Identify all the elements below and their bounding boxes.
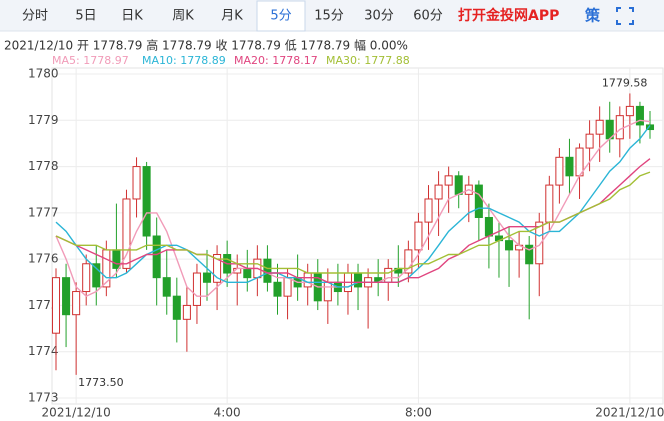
candle-body: [454, 175, 463, 195]
extreme-label: 1773.50: [78, 376, 124, 389]
candle-body: [474, 184, 483, 218]
tab[interactable]: 5日: [75, 9, 96, 24]
candle-body: [303, 272, 312, 288]
info-line: 2021/12/10 开 1778.79 高 1778.79 收 1778.79…: [4, 38, 408, 53]
legend-entry: MA20: 1778.17: [234, 54, 318, 67]
tab-selected-bg: [256, 0, 306, 32]
candle-body: [645, 124, 655, 131]
candle-body: [172, 295, 181, 320]
candle-body: [434, 184, 443, 200]
candle-body: [354, 272, 363, 288]
candle-body: [92, 263, 101, 288]
candle-body: [635, 105, 644, 126]
candle-body: [273, 281, 282, 297]
toolbar: [0, 0, 664, 31]
x-tick-label: 8:00: [405, 406, 432, 420]
extreme-label: 1779.58: [602, 76, 648, 89]
candle-body: [404, 249, 413, 274]
candle-body: [112, 249, 121, 269]
candle-body: [323, 281, 332, 302]
y-tick-label: 1773: [28, 391, 59, 405]
x-tick-label: 2021/12/10: [42, 406, 111, 420]
candle-body: [132, 166, 141, 200]
candle-body: [72, 291, 81, 316]
tab[interactable]: 分时: [22, 9, 48, 24]
y-tick-label: 1777: [28, 205, 59, 219]
candle-body: [595, 119, 604, 135]
y-tick-label: 1779: [28, 113, 59, 127]
candle-body: [484, 216, 493, 237]
candle-body: [182, 304, 191, 320]
candle-body: [82, 263, 91, 293]
ma-line: [55, 124, 651, 288]
y-tick-label: 1778: [28, 159, 59, 173]
tab[interactable]: 15分: [314, 9, 344, 24]
candle-body: [545, 184, 554, 223]
tab[interactable]: 30分: [364, 9, 394, 24]
tab[interactable]: 60分: [413, 9, 443, 24]
legend-entry: MA30: 1777.88: [326, 54, 410, 67]
tab[interactable]: 月K: [221, 9, 243, 24]
candle-body: [213, 254, 222, 283]
candle-body: [192, 272, 201, 306]
candle-body: [444, 175, 453, 186]
fullscreen-icon[interactable]: [616, 7, 634, 25]
legend-entry: MA5: 1778.97: [52, 54, 129, 67]
candle-body: [142, 166, 151, 237]
candle-body: [162, 277, 171, 297]
tab[interactable]: 5分: [270, 9, 291, 24]
candle-body: [535, 221, 544, 265]
candle-body: [414, 221, 423, 251]
ma-line: [55, 171, 651, 274]
candle-body: [51, 277, 61, 334]
candle-body: [202, 272, 212, 283]
candle-body: [62, 277, 71, 316]
candle-body: [625, 105, 634, 117]
candle-body: [555, 156, 564, 186]
candle-body: [585, 133, 594, 149]
y-tick-label: 1774: [28, 344, 59, 358]
y-tick-label: 1780: [28, 67, 59, 81]
candle-body: [615, 115, 624, 140]
strategy-button[interactable]: 策: [584, 7, 601, 25]
x-tick-label: 4:00: [214, 406, 241, 420]
candle-body: [565, 156, 574, 177]
candle-body: [424, 198, 433, 223]
plot-frame: [51, 67, 664, 405]
candle-body: [384, 267, 393, 283]
candle-body: [283, 277, 292, 297]
x-tick-label: 2021/12/10: [595, 406, 664, 420]
tab[interactable]: 日K: [121, 9, 143, 24]
app-link[interactable]: 打开金投网APP: [458, 7, 559, 24]
candle-body: [122, 198, 131, 269]
legend-entry: MA10: 1778.89: [142, 54, 226, 67]
y-tick-label: 1775: [28, 298, 59, 312]
candle-body: [152, 235, 161, 279]
candle-body: [525, 244, 534, 265]
candle-body: [243, 267, 252, 279]
candle-body: [505, 240, 514, 251]
candle-body: [263, 258, 272, 283]
tab[interactable]: 周K: [172, 9, 194, 24]
y-tick-label: 1776: [28, 252, 59, 266]
